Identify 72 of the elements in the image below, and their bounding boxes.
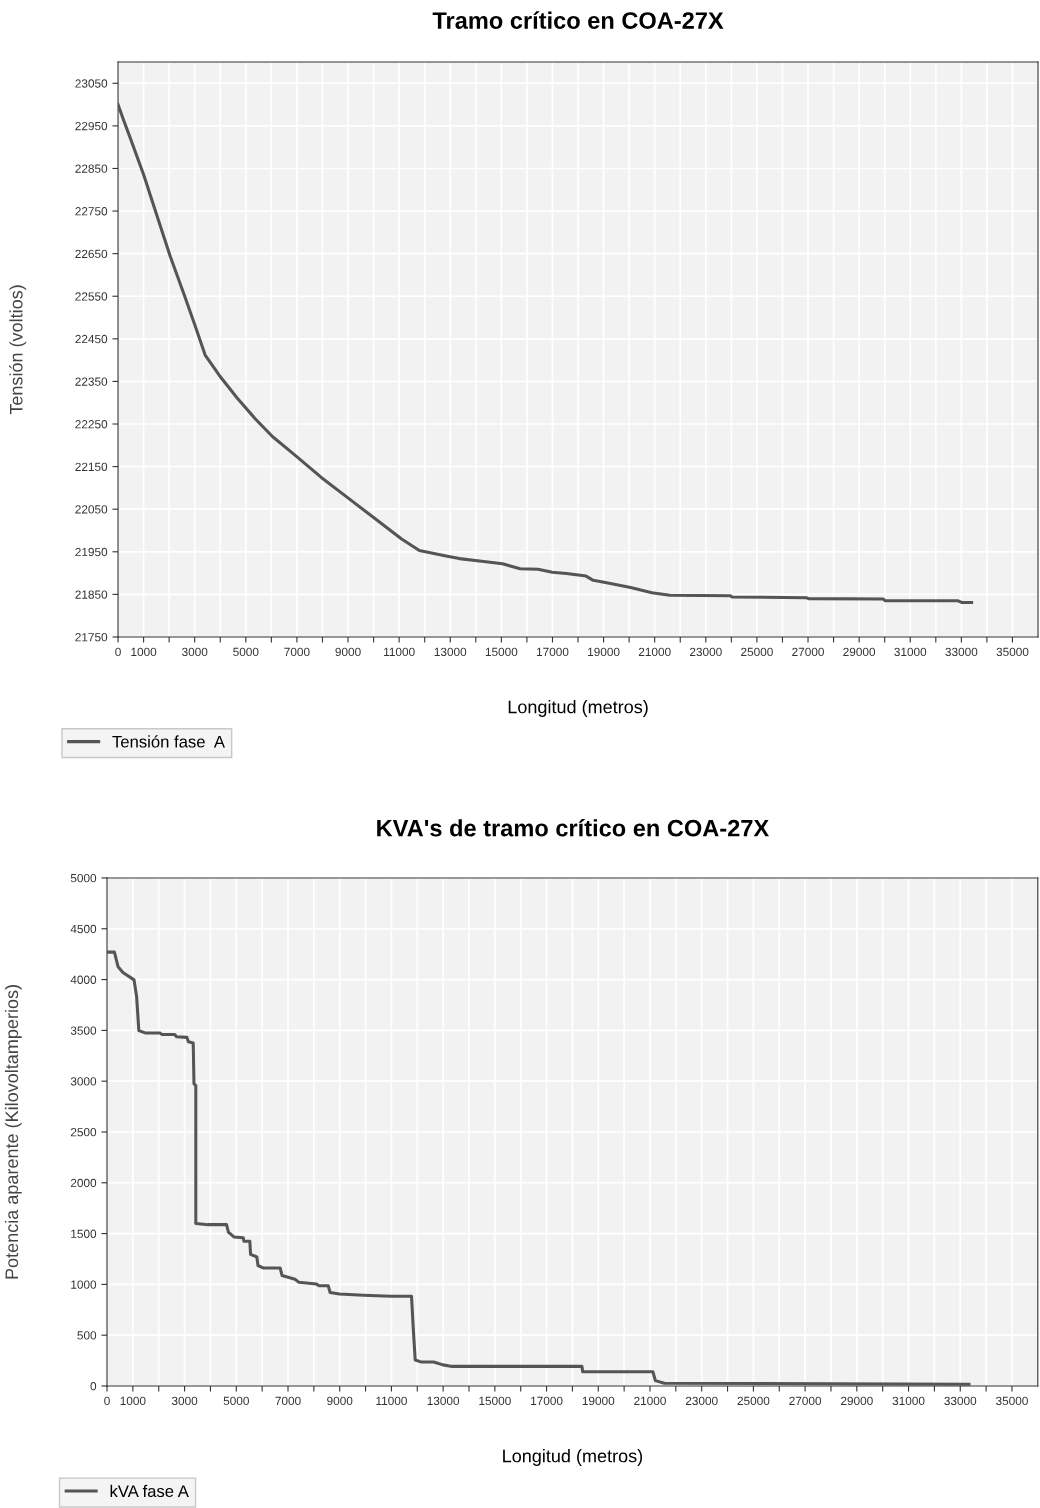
x-tick-label: 21000: [634, 1396, 666, 1406]
y-tick-label: 22750: [75, 207, 108, 216]
y-tick-label: 21950: [75, 547, 108, 557]
x-tick-label: 29000: [843, 647, 876, 657]
x-tick-label: 1000: [131, 647, 157, 657]
y-tick-label: 500: [77, 1331, 97, 1340]
line-series: [118, 103, 974, 605]
x-tick-label: 9000: [327, 1396, 353, 1406]
y-tick-label: 22450: [75, 334, 108, 344]
y-tick-label: 21750: [75, 633, 108, 642]
x-tick-label: 17000: [536, 647, 569, 657]
x-tick-label: 1000: [120, 1396, 146, 1406]
x-tick-label: 25000: [741, 647, 773, 657]
chart-title: KVA's de tramo crítico en COA-27X: [377, 818, 769, 837]
y-tick-label: 22150: [75, 462, 108, 471]
x-tick-label: 5000: [223, 1396, 249, 1406]
x-tick-label: 23000: [685, 1396, 718, 1406]
y-tick-label: 1500: [71, 1229, 97, 1238]
x-tick-label: 21000: [638, 647, 671, 657]
x-axis-title: Longitud (metros): [508, 700, 648, 717]
x-tick-label: 7000: [275, 1396, 301, 1406]
y-tick-label: 4500: [70, 924, 97, 934]
y-tick-label: 2000: [70, 1178, 97, 1188]
x-tick-label: 35000: [996, 1396, 1028, 1406]
y-tick-label: 22550: [75, 292, 108, 301]
y-tick-label: 5000: [70, 873, 97, 883]
x-tick-label: 9000: [335, 647, 361, 657]
y-tick-label: 23050: [75, 79, 108, 88]
x-tick-label: 27000: [789, 1396, 822, 1406]
y-tick-label: 22950: [75, 121, 108, 131]
line-series: [107, 950, 971, 1386]
x-tick-label: 15000: [485, 647, 518, 657]
y-tick-label: 3500: [70, 1026, 97, 1035]
x-tick-label: 17000: [531, 1396, 563, 1406]
y-tick-label: 22350: [75, 377, 108, 386]
y-tick-label: 3000: [70, 1077, 97, 1086]
x-tick-label: 5000: [233, 647, 259, 657]
y-tick-label: 22250: [75, 420, 108, 429]
x-tick-label: 11000: [384, 647, 415, 657]
x-tick-label: 19000: [582, 1396, 615, 1406]
x-axis-title: Longitud (metros): [503, 1449, 643, 1466]
y-tick-label: 22650: [75, 249, 108, 259]
x-tick-label: 31000: [894, 647, 927, 657]
y-tick-label: 1000: [71, 1280, 97, 1289]
x-tick-label: 33000: [944, 1396, 977, 1406]
x-tick-label: 0: [115, 647, 121, 657]
y-axis-title: Tensión (voltios): [9, 285, 27, 415]
chart-title: Tramo crítico en COA-27X: [432, 11, 724, 29]
x-tick-label: 29000: [841, 1396, 873, 1406]
x-tick-label: 15000: [479, 1396, 511, 1406]
x-tick-label: 3000: [171, 1396, 198, 1406]
y-tick-label: 0: [90, 1382, 97, 1391]
x-tick-label: 35000: [996, 647, 1029, 657]
x-tick-label: 13000: [434, 647, 467, 657]
x-tick-label: 13000: [427, 1396, 460, 1406]
y-tick-label: 22050: [75, 505, 108, 514]
x-tick-label: 11000: [376, 1396, 407, 1406]
y-tick-label: 21850: [75, 590, 108, 599]
x-tick-label: 27000: [792, 647, 824, 657]
legend-label: Tensión fase A: [112, 735, 225, 748]
x-tick-label: 7000: [284, 647, 310, 657]
y-tick-label: 2500: [70, 1128, 97, 1137]
y-axis-title: Potencia aparente (Kilovoltamperios): [4, 985, 22, 1279]
x-tick-label: 23000: [689, 647, 722, 657]
y-tick-label: 22850: [75, 164, 108, 173]
legend-label: kVA fase A: [110, 1484, 189, 1498]
y-tick-label: 4000: [70, 975, 97, 984]
x-tick-label: 19000: [588, 647, 620, 657]
x-tick-label: 33000: [945, 647, 978, 657]
x-tick-label: 25000: [737, 1396, 770, 1406]
x-tick-label: 3000: [182, 647, 208, 657]
x-tick-label: 31000: [892, 1396, 925, 1406]
